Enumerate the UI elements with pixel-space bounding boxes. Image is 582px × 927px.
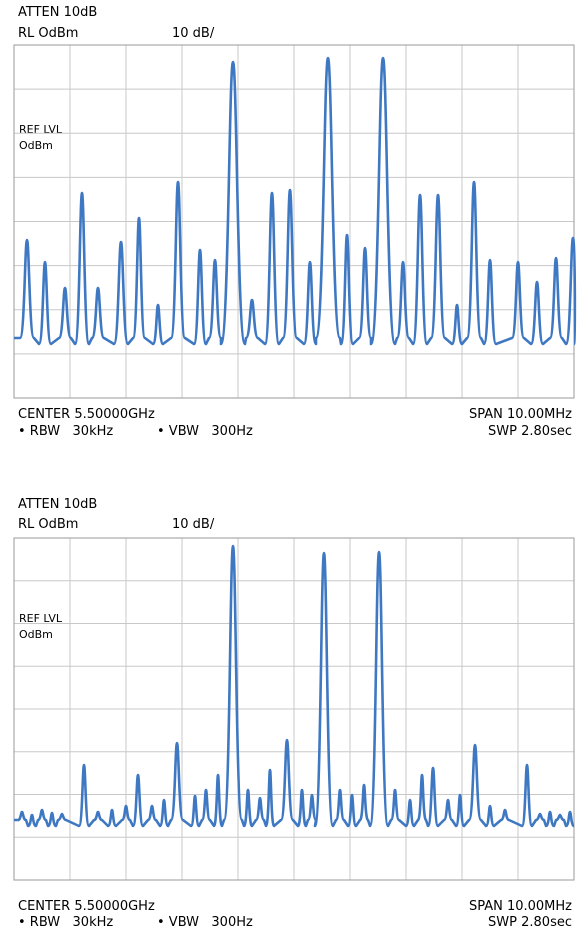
swp-label: SWP 2.80sec: [488, 915, 572, 927]
atten-label: ATTEN 10dB: [18, 5, 97, 20]
center-label: CENTER 5.50000GHz: [18, 407, 155, 422]
trace: [14, 544, 575, 828]
rl-label: RL OdBm: [18, 26, 78, 41]
center-label: CENTER 5.50000GHz: [18, 899, 155, 914]
ref-unit-label: OdBm: [19, 139, 53, 152]
analyzer-panel: ATTEN 10dB RL OdBm 10 dB/ REF LVL OdBm C…: [13, 497, 575, 927]
ref-lvl-label: REF LVL: [19, 612, 63, 625]
vbw-label: • VBW 300Hz: [157, 915, 253, 927]
span-label: SPAN 10.00MHz: [469, 407, 572, 422]
swp-label: SWP 2.80sec: [488, 424, 572, 439]
trace: [14, 56, 577, 346]
rl-label: RL OdBm: [18, 517, 78, 532]
plot-frame: [13, 44, 575, 399]
ref-unit-label: OdBm: [19, 628, 53, 641]
atten-label: ATTEN 10dB: [18, 497, 97, 512]
rbw-label: • RBW 30kHz: [18, 424, 113, 439]
scale-label: 10 dB/: [172, 517, 215, 532]
span-label: SPAN 10.00MHz: [469, 899, 572, 914]
scale-label: 10 dB/: [172, 26, 215, 41]
analyzer-panel: ATTEN 10dB RL OdBm 10 dB/ REF LVL OdBm C…: [13, 5, 577, 439]
plot-frame: [13, 537, 575, 881]
rbw-label: • RBW 30kHz: [18, 915, 113, 927]
ref-lvl-label: REF LVL: [19, 123, 63, 136]
vbw-label: • VBW 300Hz: [157, 424, 253, 439]
